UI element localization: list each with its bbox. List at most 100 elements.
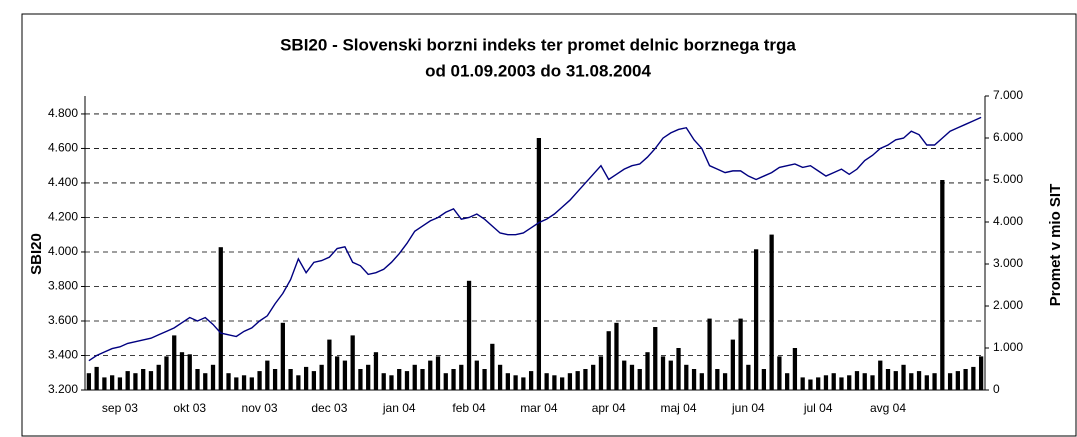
- bar: [963, 369, 968, 390]
- bar: [785, 373, 790, 390]
- bar: [947, 373, 953, 390]
- bar: [614, 322, 619, 390]
- bar: [311, 371, 317, 390]
- y2-tick-label: 0: [993, 382, 1000, 396]
- bar: [482, 369, 487, 390]
- x-tick-label: avg 04: [870, 401, 906, 415]
- bar: [544, 373, 549, 390]
- bar: [753, 249, 759, 390]
- bar: [117, 377, 123, 390]
- x-tick-label: apr 04: [592, 401, 626, 415]
- bar: [691, 369, 697, 390]
- bar: [203, 373, 208, 390]
- bar: [451, 369, 456, 390]
- bar: [319, 364, 324, 390]
- bar: [110, 375, 115, 390]
- x-tick-label: sep 03: [102, 401, 138, 415]
- y-tick-label: 3.800: [48, 279, 78, 293]
- bar: [932, 373, 937, 390]
- bar: [715, 369, 720, 390]
- bar: [265, 360, 270, 390]
- x-tick-label: maj 04: [661, 401, 697, 415]
- y2-tick-label: 5.000: [993, 172, 1023, 186]
- bar: [746, 364, 751, 390]
- bar: [234, 377, 239, 390]
- bar: [629, 364, 635, 390]
- bar: [622, 360, 627, 390]
- y-tick-label: 4.600: [48, 141, 78, 155]
- bar: [668, 360, 673, 390]
- bar: [978, 356, 984, 390]
- bar: [870, 375, 875, 390]
- bar: [707, 318, 712, 390]
- bar: [397, 369, 402, 390]
- bar: [296, 375, 301, 390]
- bar: [342, 360, 348, 390]
- bar: [916, 371, 922, 390]
- bar: [288, 369, 293, 390]
- bar: [699, 373, 704, 390]
- bar: [831, 373, 836, 390]
- y-axis-title: SBI20: [28, 233, 45, 275]
- chart-title: SBI20 - Slovenski borzni indeks ter prom…: [280, 35, 796, 54]
- bar: [583, 369, 588, 390]
- bar: [141, 369, 146, 390]
- bar: [513, 375, 518, 390]
- bar: [272, 369, 278, 390]
- bar: [381, 373, 386, 390]
- x-tick-label: feb 04: [452, 401, 486, 415]
- line: [88, 116, 982, 362]
- bar: [862, 373, 867, 390]
- bar: [148, 371, 154, 390]
- y2-tick-label: 3.000: [993, 256, 1023, 270]
- bar: [800, 377, 805, 390]
- y-tick-label: 4.400: [48, 175, 78, 189]
- bar: [187, 354, 192, 390]
- bar: [218, 247, 223, 390]
- y-tick-label: 4.200: [48, 210, 78, 224]
- bar: [497, 364, 503, 390]
- bar: [676, 348, 681, 390]
- bar: [373, 352, 379, 390]
- y2-axis-title: Promet v mio SIT: [1047, 184, 1064, 307]
- bar: [303, 366, 309, 390]
- bar: [102, 377, 107, 390]
- bar: [164, 356, 169, 390]
- bar: [885, 369, 891, 390]
- bar: [684, 364, 689, 390]
- bar: [575, 371, 580, 390]
- bar: [792, 348, 798, 390]
- bar: [412, 364, 417, 390]
- y-tick-label: 3.600: [48, 313, 78, 327]
- bar: [730, 339, 735, 390]
- bar: [86, 373, 92, 390]
- bar: [552, 375, 557, 390]
- bar: [210, 364, 216, 390]
- bar: [358, 369, 363, 390]
- bar: [893, 371, 898, 390]
- bar: [567, 373, 573, 390]
- bar: [777, 356, 782, 390]
- y2-tick-label: 2.000: [993, 298, 1023, 312]
- bar: [560, 377, 565, 390]
- bar: [280, 322, 285, 390]
- bar: [521, 377, 526, 390]
- bar: [854, 371, 860, 390]
- x-tick-label: jan 04: [382, 401, 416, 415]
- bar: [909, 373, 914, 390]
- bar: [249, 377, 254, 390]
- bar: [901, 364, 906, 390]
- bar: [389, 375, 394, 390]
- y-tick-label: 4.800: [48, 106, 78, 120]
- bar: [366, 364, 371, 390]
- chart-frame: [21, 13, 1077, 437]
- bar: [536, 138, 542, 390]
- bar: [606, 331, 611, 390]
- bar: [94, 366, 99, 390]
- y2-tick-label: 1.000: [993, 340, 1023, 354]
- x-tick-label: dec 03: [311, 401, 347, 415]
- bar: [660, 356, 666, 390]
- bar: [769, 234, 774, 390]
- bar: [125, 371, 130, 390]
